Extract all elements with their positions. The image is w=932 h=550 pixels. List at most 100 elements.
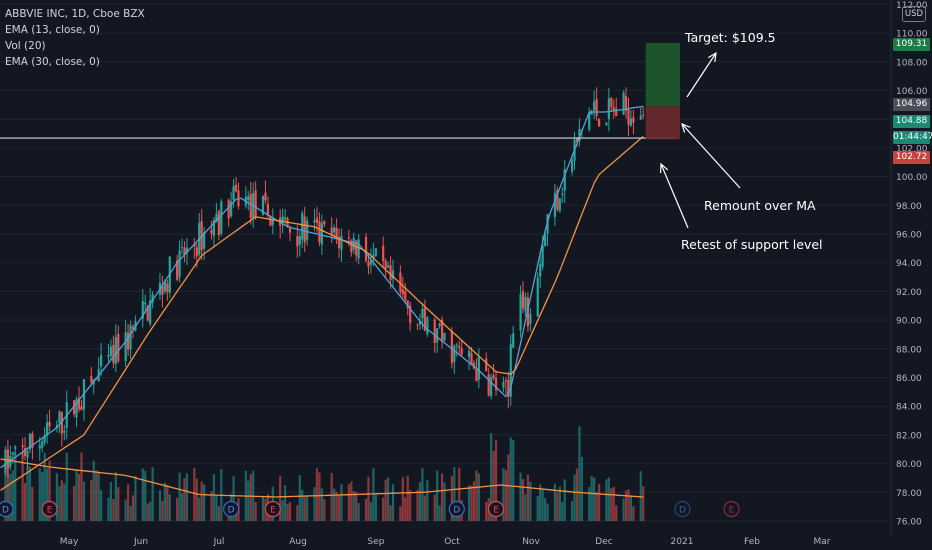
volume-bar [163,482,166,521]
volume-bar [450,476,453,521]
target-arrow[interactable] [686,52,717,98]
candle-body [350,240,353,253]
currency-button[interactable]: USD [902,6,926,22]
candle-body [313,220,316,223]
target-zone[interactable] [645,43,681,107]
dividend-marker[interactable] [448,500,465,518]
volume-bar [401,477,404,521]
candle-body [283,217,287,220]
earnings-marker[interactable] [723,500,740,518]
remount-arrow-head[interactable] [681,122,691,133]
dividend-marker[interactable] [0,500,14,518]
marker-label: E [47,506,53,516]
volume-bar [416,489,419,521]
volume-bar [622,498,625,521]
volume-bar [279,476,282,521]
dividend-marker[interactable] [223,500,240,518]
candle-body [185,247,189,254]
ema30-label[interactable]: EMA (30, close, 0) [5,56,100,68]
volume-bar [298,475,301,521]
earnings-marker[interactable] [41,500,58,518]
volume-bar [521,479,525,521]
candle-body [524,296,527,312]
volume-bar [48,460,51,521]
candle-body [6,449,9,469]
symbol-title[interactable]: ABBVIE INC, 1D, Cboe BZX [5,8,145,20]
retest-arrow[interactable] [660,163,689,229]
time-tick-label: Nov [522,537,540,547]
time-tick-label: Aug [289,537,307,547]
candle-body [595,98,598,116]
candle-body [384,260,387,269]
volume-bar [612,486,615,521]
candle-body [23,448,27,457]
remount-annotation[interactable]: Remount over MA [704,198,816,213]
volume-bar [301,489,304,521]
candle-body [593,101,596,111]
candle-body [269,215,272,226]
candle-body [541,244,544,267]
candle-body [372,254,375,259]
retest-annotation[interactable]: Retest of support level [681,237,823,252]
volume-bar [144,471,147,521]
candle-body [271,218,274,225]
volume-bar [423,495,426,521]
ema13-price-tag: 104.88 [893,115,930,128]
target-annotation[interactable]: Target: $109.5 [685,30,776,45]
dividend-marker[interactable] [674,500,691,518]
volume-label[interactable]: Vol (20) [5,40,46,52]
volume-bar [217,506,220,521]
remount-arrow[interactable] [681,123,741,189]
volume-bar [593,477,596,521]
time-tick-label: May [60,537,79,547]
volume-bar [180,493,184,521]
volume-bar [580,456,583,521]
candle-body [320,223,323,245]
stop-zone[interactable] [645,106,681,140]
time-tick-label: Feb [744,537,760,547]
volume-bar [382,497,385,521]
candle-body [374,248,377,256]
candle-body [406,300,409,309]
volume-bar [134,476,137,521]
target-arrow-head[interactable] [707,51,717,63]
candle-body [306,220,309,240]
volume-bar [283,485,287,521]
candle-body [58,411,61,423]
price-tick-label: 80.00 [896,460,922,470]
earnings-marker[interactable] [264,500,281,518]
volume-bar [195,478,198,521]
volume-bar [443,482,446,521]
volume-bar [502,468,505,521]
price-tick-label: 102.00 [896,144,928,154]
volume-bar [389,505,392,521]
candle-body [149,300,152,324]
ema13-label[interactable]: EMA (13, close, 0) [5,24,100,36]
earnings-marker[interactable] [487,500,505,518]
volume-bar [526,474,530,521]
candle-body [296,236,299,247]
candle-body [90,375,93,383]
ema13-line [0,105,644,469]
candle-body [264,192,267,201]
volume-bar [642,486,645,521]
retest-arrow-head[interactable] [659,162,669,174]
price-tick-label: 90.00 [896,317,922,327]
candle-body [301,213,304,240]
volume-bar [467,485,471,521]
drawings[interactable] [0,43,741,229]
candle-body [460,348,463,355]
volume-bar [575,468,579,521]
time-tick-label: Jun [133,537,148,547]
candle-body [369,259,373,265]
candle-body [622,92,625,115]
candle-body [519,294,522,331]
volume-bar [23,482,27,521]
volume-bar [536,495,539,521]
price-axis: 76.00 78.00 80.00 82.00 84.00 86.00 88.00 90.00… [890,0,928,535]
candle-body [217,211,220,236]
candle-body [340,235,343,250]
volume-bar [364,498,368,521]
